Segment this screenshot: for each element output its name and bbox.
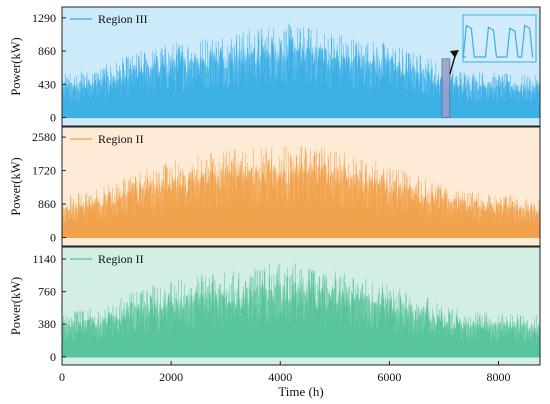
inset-arrowhead	[450, 50, 459, 58]
panel-2: 0 860 1720 2580 Power(kW) Region II	[9, 126, 541, 247]
series-line	[62, 146, 540, 238]
x-tick-label: 6000	[377, 370, 401, 384]
y-axis-label: Power(kW)	[9, 277, 23, 335]
panel-frame	[61, 6, 541, 127]
x-tick-label: 4000	[268, 370, 292, 384]
series-area	[62, 263, 540, 358]
x-axis-label: Time (h)	[278, 384, 323, 399]
inset-arrow-line	[449, 55, 456, 75]
y-tick-label: 0	[50, 350, 56, 364]
y-tick-label: 430	[38, 77, 56, 91]
x-tick-label: 0	[59, 370, 65, 384]
y-tick-label: 1140	[32, 252, 56, 266]
panel-1: 0 430 860 1290 Power(kW) Region III	[9, 6, 541, 127]
highlight-window	[441, 58, 451, 118]
y-axis-label: Power(kW)	[9, 157, 23, 215]
series-line	[62, 23, 540, 118]
y-tick-label: 860	[38, 197, 56, 211]
y-tick-label: 0	[50, 111, 56, 125]
series-line	[62, 263, 540, 357]
panel-frame	[61, 246, 541, 366]
legend-label: Region III	[98, 12, 148, 26]
inset-series-line	[462, 24, 534, 58]
x-axis: 0 2000 4000 6000 8000 Time (h)	[59, 361, 511, 399]
panel-3: 0 380 760 1140 Power(kW) Region II	[9, 246, 541, 366]
y-tick-label: 860	[38, 44, 56, 58]
y-tick-label: 1720	[32, 164, 56, 178]
y-tick-label: 0	[50, 230, 56, 244]
chart-panels: 0 430 860 1290 Power(kW) Region III 0 860 1720 25…	[9, 6, 541, 366]
y-tick-label: 380	[38, 317, 56, 331]
y-tick-label: 1290	[32, 11, 56, 25]
x-tick-label: 8000	[487, 370, 511, 384]
x-tick-label: 2000	[159, 370, 183, 384]
legend-label: Region II	[98, 132, 144, 146]
series-area	[62, 23, 540, 119]
y-axis-label: Power(kW)	[9, 37, 23, 95]
legend-label: Region II	[98, 252, 144, 266]
y-tick-label: 760	[38, 285, 56, 299]
y-tick-label: 2580	[32, 130, 56, 144]
series-area	[62, 146, 540, 239]
panel-frame	[61, 126, 541, 247]
